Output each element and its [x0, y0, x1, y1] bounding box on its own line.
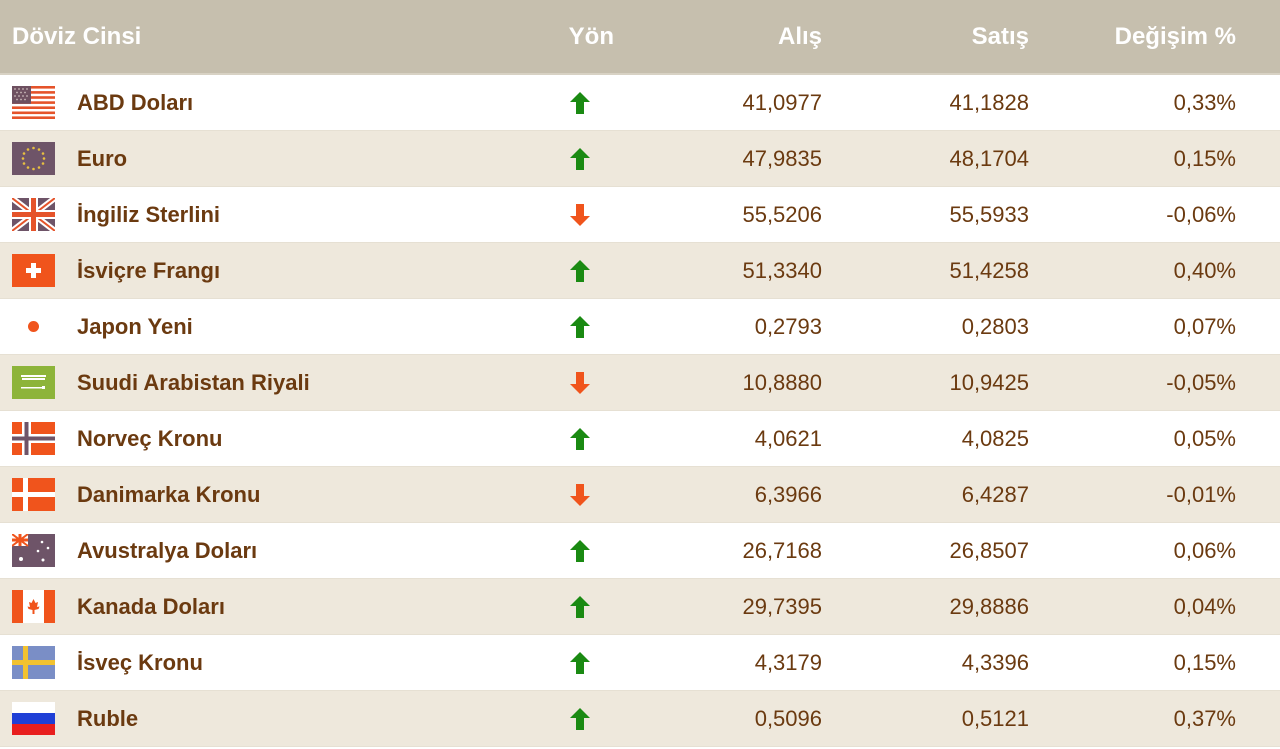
buy-price: 10,8880	[742, 369, 822, 395]
sell-price: 0,2803	[961, 313, 1029, 339]
currency-name: Danimarka Kronu	[77, 481, 261, 507]
buy-price: 55,5206	[742, 201, 822, 227]
sa-flag-icon	[12, 366, 55, 399]
currency-name: Norveç Kronu	[77, 425, 223, 451]
change-percent: -0,06%	[1166, 201, 1236, 227]
arrow-up-icon	[570, 147, 590, 170]
sell-price: 6,4287	[961, 481, 1029, 507]
buy-price: 0,2793	[754, 313, 822, 339]
sell-price: 4,3396	[961, 649, 1029, 675]
change-percent: -0,05%	[1166, 369, 1236, 395]
table-row[interactable]: İngiliz Sterlini 55,5206 55,5933 -0,06%	[0, 187, 1280, 243]
au-flag-icon	[12, 534, 55, 567]
arrow-up-icon	[570, 259, 590, 282]
buy-price: 4,0621	[754, 425, 822, 451]
dk-flag-icon	[12, 478, 55, 511]
ca-flag-icon	[12, 590, 55, 623]
ch-flag-icon	[12, 254, 55, 287]
sell-price: 26,8507	[949, 537, 1029, 563]
arrow-up-icon	[570, 651, 590, 674]
sell-price: 29,8886	[949, 593, 1029, 619]
currency-name: İsviçre Frangı	[77, 257, 221, 283]
header-change[interactable]: Değişim %	[1114, 22, 1236, 50]
arrow-down-icon	[570, 483, 590, 506]
arrow-up-icon	[570, 707, 590, 730]
header-direction[interactable]: Yön	[568, 22, 614, 50]
table-row[interactable]: Japon Yeni 0,2793 0,2803 0,07%	[0, 299, 1280, 355]
sell-price: 48,1704	[949, 145, 1029, 171]
eu-flag-icon	[12, 142, 55, 175]
table-row[interactable]: Kanada Doları 29,7395 29,8886 0,04%	[0, 579, 1280, 635]
change-percent: 0,04%	[1173, 593, 1236, 619]
buy-price: 47,9835	[742, 145, 822, 171]
arrow-up-icon	[570, 91, 590, 114]
currency-name: Ruble	[77, 705, 139, 731]
arrow-up-icon	[570, 427, 590, 450]
table-row[interactable]: Euro 47,9835 48,1704 0,15%	[0, 131, 1280, 187]
us-flag-icon	[12, 86, 55, 119]
currency-name: Euro	[77, 145, 128, 171]
change-percent: 0,05%	[1173, 425, 1236, 451]
buy-price: 41,0977	[742, 89, 822, 115]
table-row[interactable]: Suudi Arabistan Riyali 10,8880 10,9425 -…	[0, 355, 1280, 411]
buy-price: 4,3179	[754, 649, 822, 675]
change-percent: 0,37%	[1173, 705, 1236, 731]
change-percent: 0,33%	[1173, 89, 1236, 115]
buy-price: 26,7168	[742, 537, 822, 563]
uk-flag-icon	[12, 198, 55, 231]
no-flag-icon	[12, 422, 55, 455]
header-buy[interactable]: Alış	[777, 22, 822, 50]
sell-price: 55,5933	[949, 201, 1029, 227]
arrow-up-icon	[570, 539, 590, 562]
buy-price: 51,3340	[742, 257, 822, 283]
change-percent: 0,06%	[1173, 537, 1236, 563]
arrow-up-icon	[570, 595, 590, 618]
buy-price: 6,3966	[754, 481, 822, 507]
change-percent: 0,07%	[1173, 313, 1236, 339]
table-row[interactable]: İsveç Kronu 4,3179 4,3396 0,15%	[0, 635, 1280, 691]
currency-name: İsveç Kronu	[77, 649, 203, 675]
currency-name: Japon Yeni	[77, 313, 193, 339]
header-currency[interactable]: Döviz Cinsi	[12, 22, 142, 50]
se-flag-icon	[12, 646, 55, 679]
header-sell[interactable]: Satış	[971, 22, 1029, 50]
buy-price: 0,5096	[754, 705, 822, 731]
table-row[interactable]: Danimarka Kronu 6,3966 6,4287 -0,01%	[0, 467, 1280, 523]
sell-price: 0,5121	[961, 705, 1029, 731]
currency-name: ABD Doları	[77, 89, 194, 115]
table-row[interactable]: ABD Doları 41,0977 41,1828 0,33%	[0, 75, 1280, 131]
change-percent: -0,01%	[1166, 481, 1236, 507]
sell-price: 51,4258	[949, 257, 1029, 283]
table-row[interactable]: Norveç Kronu 4,0621 4,0825 0,05%	[0, 411, 1280, 467]
currency-name: Avustralya Doları	[77, 537, 258, 563]
arrow-down-icon	[570, 203, 590, 226]
change-percent: 0,40%	[1173, 257, 1236, 283]
jp-flag-icon	[12, 310, 55, 343]
change-percent: 0,15%	[1173, 649, 1236, 675]
table-row[interactable]: Ruble 0,5096 0,5121 0,37%	[0, 691, 1280, 747]
currency-name: Kanada Doları	[77, 593, 225, 619]
arrow-down-icon	[570, 371, 590, 394]
buy-price: 29,7395	[742, 593, 822, 619]
sell-price: 41,1828	[949, 89, 1029, 115]
table-header: Döviz Cinsi Yön Alış Satış Değişim %	[0, 0, 1280, 75]
table-row[interactable]: Avustralya Doları 26,7168 26,8507 0,06%	[0, 523, 1280, 579]
arrow-up-icon	[570, 315, 590, 338]
ru-flag-icon	[12, 702, 55, 735]
currency-name: İngiliz Sterlini	[77, 201, 221, 227]
change-percent: 0,15%	[1173, 145, 1236, 171]
sell-price: 4,0825	[961, 425, 1029, 451]
sell-price: 10,9425	[949, 369, 1029, 395]
currency-name: Suudi Arabistan Riyali	[77, 369, 310, 395]
table-row[interactable]: İsviçre Frangı 51,3340 51,4258 0,40%	[0, 243, 1280, 299]
